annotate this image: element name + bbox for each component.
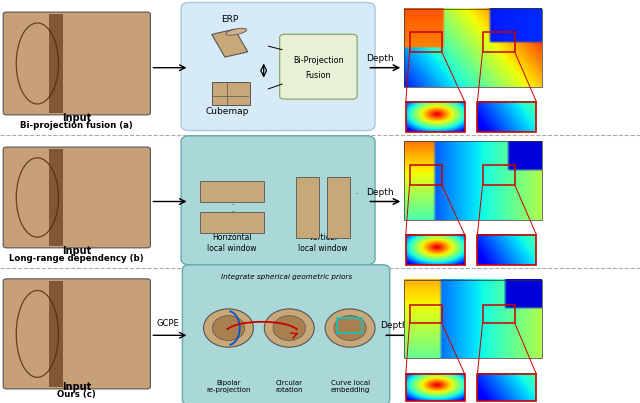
FancyBboxPatch shape — [212, 82, 250, 106]
Ellipse shape — [204, 309, 253, 347]
Bar — [410, 305, 442, 323]
Text: Input: Input — [62, 246, 92, 256]
Bar — [406, 374, 465, 401]
Text: Input: Input — [62, 382, 92, 392]
Ellipse shape — [334, 316, 366, 341]
Text: Long-range dependency (b): Long-range dependency (b) — [10, 254, 144, 263]
Bar — [406, 102, 465, 132]
Bar — [410, 165, 442, 185]
Text: Bipolar
re-projection: Bipolar re-projection — [206, 380, 251, 393]
Ellipse shape — [325, 309, 375, 347]
FancyBboxPatch shape — [182, 265, 390, 403]
Bar — [477, 235, 536, 265]
Bar — [49, 14, 63, 113]
Ellipse shape — [264, 309, 314, 347]
Bar — [406, 235, 465, 265]
Text: ERP: ERP — [221, 15, 238, 24]
Ellipse shape — [226, 28, 246, 35]
Bar — [404, 8, 542, 87]
Bar — [49, 281, 63, 387]
Text: Bi-projection fusion (a): Bi-projection fusion (a) — [20, 121, 133, 130]
FancyBboxPatch shape — [200, 212, 264, 233]
Ellipse shape — [212, 316, 244, 341]
FancyBboxPatch shape — [296, 177, 319, 238]
Text: Input: Input — [62, 113, 92, 123]
Text: ·  ·  ·: · · · — [340, 190, 358, 199]
Text: Circular
rotation: Circular rotation — [276, 380, 303, 393]
Bar — [49, 149, 63, 246]
Bar — [477, 102, 536, 132]
FancyBboxPatch shape — [200, 181, 264, 202]
Text: ·
·
·: · · · — [230, 201, 234, 225]
Text: Curve local
embedding: Curve local embedding — [330, 380, 370, 393]
Bar — [483, 305, 515, 323]
Text: Depth: Depth — [380, 322, 408, 330]
Text: Fusion: Fusion — [306, 71, 331, 80]
Text: Ours (c): Ours (c) — [58, 390, 96, 399]
Bar — [410, 32, 442, 52]
Bar — [337, 318, 362, 333]
Text: Depth: Depth — [365, 54, 394, 63]
FancyBboxPatch shape — [280, 34, 357, 99]
Text: Horizontal
local window: Horizontal local window — [207, 233, 257, 253]
FancyBboxPatch shape — [3, 12, 150, 115]
Ellipse shape — [273, 316, 305, 341]
Text: GCPE: GCPE — [156, 319, 179, 328]
FancyBboxPatch shape — [3, 147, 150, 248]
Bar — [483, 32, 515, 52]
Polygon shape — [212, 29, 248, 57]
Bar — [477, 374, 536, 401]
Text: Bi-Projection: Bi-Projection — [293, 56, 344, 65]
Text: Vertical
local window: Vertical local window — [298, 233, 348, 253]
Text: Cubemap: Cubemap — [205, 107, 249, 116]
FancyBboxPatch shape — [181, 2, 375, 131]
Text: Integrate spherical geometric priors: Integrate spherical geometric priors — [221, 274, 351, 280]
Bar — [483, 165, 515, 185]
FancyBboxPatch shape — [181, 136, 375, 265]
FancyBboxPatch shape — [3, 279, 150, 389]
FancyBboxPatch shape — [327, 177, 350, 238]
Bar — [404, 141, 542, 220]
Text: Depth: Depth — [365, 188, 394, 197]
Bar — [404, 280, 542, 358]
